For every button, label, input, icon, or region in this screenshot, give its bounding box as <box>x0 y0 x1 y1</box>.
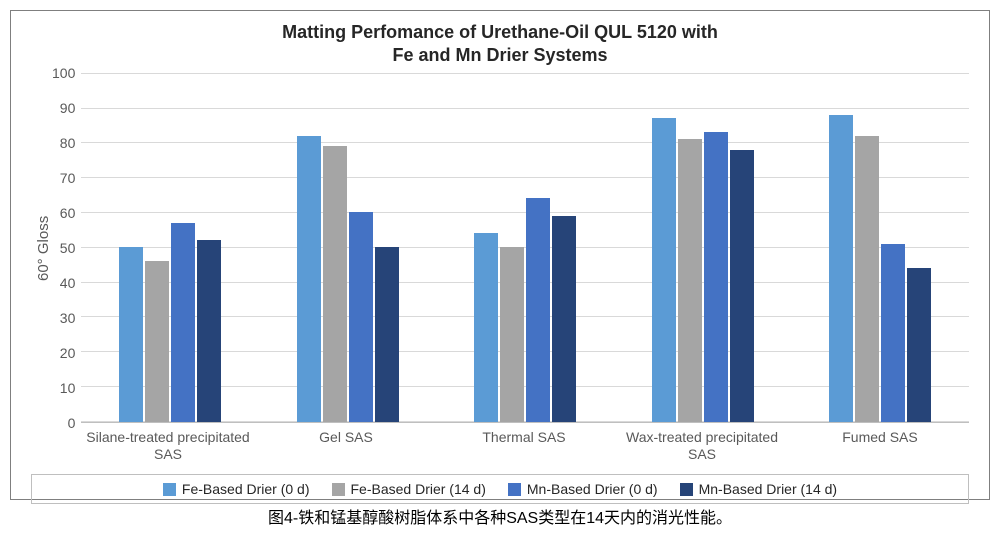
x-tick-label: Wax-treated precipitated SAS <box>613 429 791 463</box>
bar-group <box>436 73 614 422</box>
bar-group <box>259 73 437 422</box>
x-tick-label: Thermal SAS <box>435 429 613 463</box>
bar <box>474 233 498 421</box>
legend-swatch <box>680 483 693 496</box>
bar <box>119 247 143 422</box>
legend-label: Mn-Based Drier (0 d) <box>527 481 658 497</box>
bar <box>829 115 853 422</box>
x-tick-label: Fumed SAS <box>791 429 969 463</box>
bar <box>907 268 931 422</box>
bar <box>197 240 221 421</box>
legend-item: Mn-Based Drier (0 d) <box>508 481 658 497</box>
plot <box>81 73 969 423</box>
bar <box>704 132 728 422</box>
bar <box>730 150 754 422</box>
bar <box>297 136 321 422</box>
bar <box>552 216 576 422</box>
bar <box>323 146 347 422</box>
bar <box>526 198 550 421</box>
bar <box>171 223 195 422</box>
y-axis-ticks: 1009080706050403020100 <box>52 73 81 423</box>
bar <box>652 118 676 422</box>
y-axis-label: 60° Gloss <box>31 73 52 423</box>
x-tick-label: Gel SAS <box>257 429 435 463</box>
legend-item: Fe-Based Drier (0 d) <box>163 481 310 497</box>
figure-caption: 图4-铁和锰基醇酸树脂体系中各种SAS类型在14天内的消光性能。 <box>10 504 990 528</box>
x-tick-label: Silane-treated precipitated SAS <box>79 429 257 463</box>
bar <box>145 261 169 422</box>
x-axis-labels: Silane-treated precipitated SASGel SASTh… <box>79 429 969 463</box>
legend: Fe-Based Drier (0 d) Fe-Based Drier (14 d… <box>31 474 969 504</box>
chart-frame: Matting Perfomance of Urethane-Oil QUL 5… <box>10 10 990 500</box>
bar-group <box>614 73 792 422</box>
bar <box>375 247 399 422</box>
bar-groups <box>81 73 969 422</box>
legend-item: Mn-Based Drier (14 d) <box>680 481 838 497</box>
bar <box>500 247 524 422</box>
title-line-1: Matting Perfomance of Urethane-Oil QUL 5… <box>282 22 718 42</box>
plot-area: 60° Gloss 1009080706050403020100 <box>31 73 969 423</box>
bar <box>855 136 879 422</box>
legend-label: Fe-Based Drier (0 d) <box>182 481 310 497</box>
chart-title: Matting Perfomance of Urethane-Oil QUL 5… <box>31 21 969 68</box>
legend-label: Fe-Based Drier (14 d) <box>351 481 486 497</box>
legend-swatch <box>508 483 521 496</box>
bar <box>349 212 373 421</box>
title-line-2: Fe and Mn Drier Systems <box>392 45 607 65</box>
bar <box>678 139 702 422</box>
bar-group <box>81 73 259 422</box>
bar <box>881 244 905 422</box>
legend-swatch <box>332 483 345 496</box>
legend-swatch <box>163 483 176 496</box>
legend-item: Fe-Based Drier (14 d) <box>332 481 486 497</box>
bar-group <box>791 73 969 422</box>
legend-label: Mn-Based Drier (14 d) <box>699 481 838 497</box>
